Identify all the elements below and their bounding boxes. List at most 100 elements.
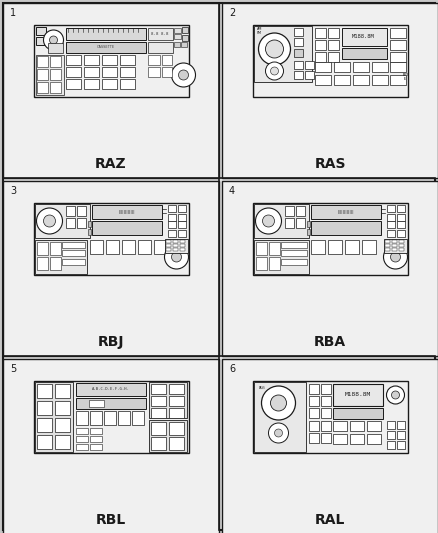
Bar <box>392 248 396 251</box>
Bar <box>173 34 180 39</box>
Bar <box>304 61 314 69</box>
Bar <box>89 240 102 254</box>
Bar <box>311 221 381 235</box>
Bar <box>180 244 184 247</box>
Bar <box>35 240 86 274</box>
Circle shape <box>165 245 188 269</box>
Circle shape <box>172 63 195 87</box>
Bar <box>88 400 103 407</box>
Bar <box>102 79 117 89</box>
Circle shape <box>172 252 181 262</box>
Bar <box>386 214 395 221</box>
Bar <box>293 61 303 69</box>
Bar <box>293 49 303 57</box>
Bar <box>54 418 70 432</box>
Bar <box>396 221 405 228</box>
Bar <box>384 239 406 253</box>
Bar <box>389 62 406 72</box>
Circle shape <box>43 30 64 50</box>
Text: RAL: RAL <box>315 513 345 527</box>
Bar <box>280 259 307 265</box>
Bar <box>399 244 403 247</box>
Bar <box>153 240 166 254</box>
Bar <box>92 221 162 235</box>
Bar <box>173 28 180 33</box>
Bar <box>89 436 102 442</box>
Bar <box>268 257 279 270</box>
Bar <box>148 28 173 40</box>
Text: RBL: RBL <box>96 513 126 527</box>
Bar <box>314 52 325 62</box>
Bar <box>173 248 177 251</box>
Bar <box>371 62 388 72</box>
Bar <box>307 221 310 227</box>
Bar <box>169 384 184 394</box>
Bar <box>304 71 314 79</box>
Text: llllllllllll: llllllllllll <box>337 209 354 214</box>
Bar <box>35 27 46 35</box>
Bar <box>3 359 219 533</box>
Bar <box>35 382 73 452</box>
Bar <box>102 55 117 65</box>
Bar <box>328 28 339 38</box>
Bar <box>36 242 47 255</box>
Bar <box>285 206 293 216</box>
Bar <box>181 27 187 33</box>
Bar <box>33 203 188 275</box>
Text: 6: 6 <box>229 364 235 374</box>
Bar <box>75 428 88 434</box>
Bar <box>75 398 145 409</box>
Bar <box>180 240 184 243</box>
Bar <box>88 221 91 227</box>
Text: M188.8M: M188.8M <box>344 392 371 398</box>
Bar <box>350 421 364 431</box>
Bar <box>389 52 406 62</box>
Bar <box>151 384 166 394</box>
Bar <box>61 250 85 256</box>
Bar <box>367 421 381 431</box>
Circle shape <box>36 208 63 234</box>
Circle shape <box>258 33 290 65</box>
Bar <box>177 221 186 228</box>
Text: M188.8M: M188.8M <box>352 35 375 39</box>
Bar <box>350 434 364 444</box>
Bar <box>173 244 177 247</box>
Bar <box>296 218 304 228</box>
Bar <box>307 229 310 235</box>
Bar <box>293 28 303 36</box>
Bar <box>308 396 318 406</box>
Circle shape <box>265 40 283 58</box>
Bar <box>333 62 350 72</box>
Bar <box>308 384 318 394</box>
Text: 8.8 8.8: 8.8 8.8 <box>151 32 168 36</box>
Bar <box>49 56 60 67</box>
Text: 5: 5 <box>10 364 16 374</box>
Bar <box>165 239 187 253</box>
Bar <box>396 214 405 221</box>
Bar <box>75 411 88 425</box>
Bar <box>148 42 173 53</box>
Bar <box>169 422 184 435</box>
Bar <box>54 384 70 398</box>
Bar <box>120 79 134 89</box>
Bar <box>222 181 438 356</box>
Bar <box>386 221 395 228</box>
Bar <box>77 218 85 228</box>
Bar <box>332 408 382 419</box>
Bar <box>166 240 170 243</box>
Bar <box>385 244 389 247</box>
Bar <box>252 381 407 453</box>
Bar <box>36 418 52 432</box>
Bar <box>66 55 81 65</box>
Circle shape <box>262 215 275 227</box>
Bar <box>166 244 170 247</box>
Bar <box>49 257 60 270</box>
Bar <box>386 230 395 237</box>
Bar <box>89 428 102 434</box>
Bar <box>66 79 81 89</box>
Bar <box>293 71 303 79</box>
Bar <box>314 28 325 38</box>
Bar <box>386 441 395 449</box>
Bar <box>371 75 388 85</box>
Bar <box>285 218 293 228</box>
